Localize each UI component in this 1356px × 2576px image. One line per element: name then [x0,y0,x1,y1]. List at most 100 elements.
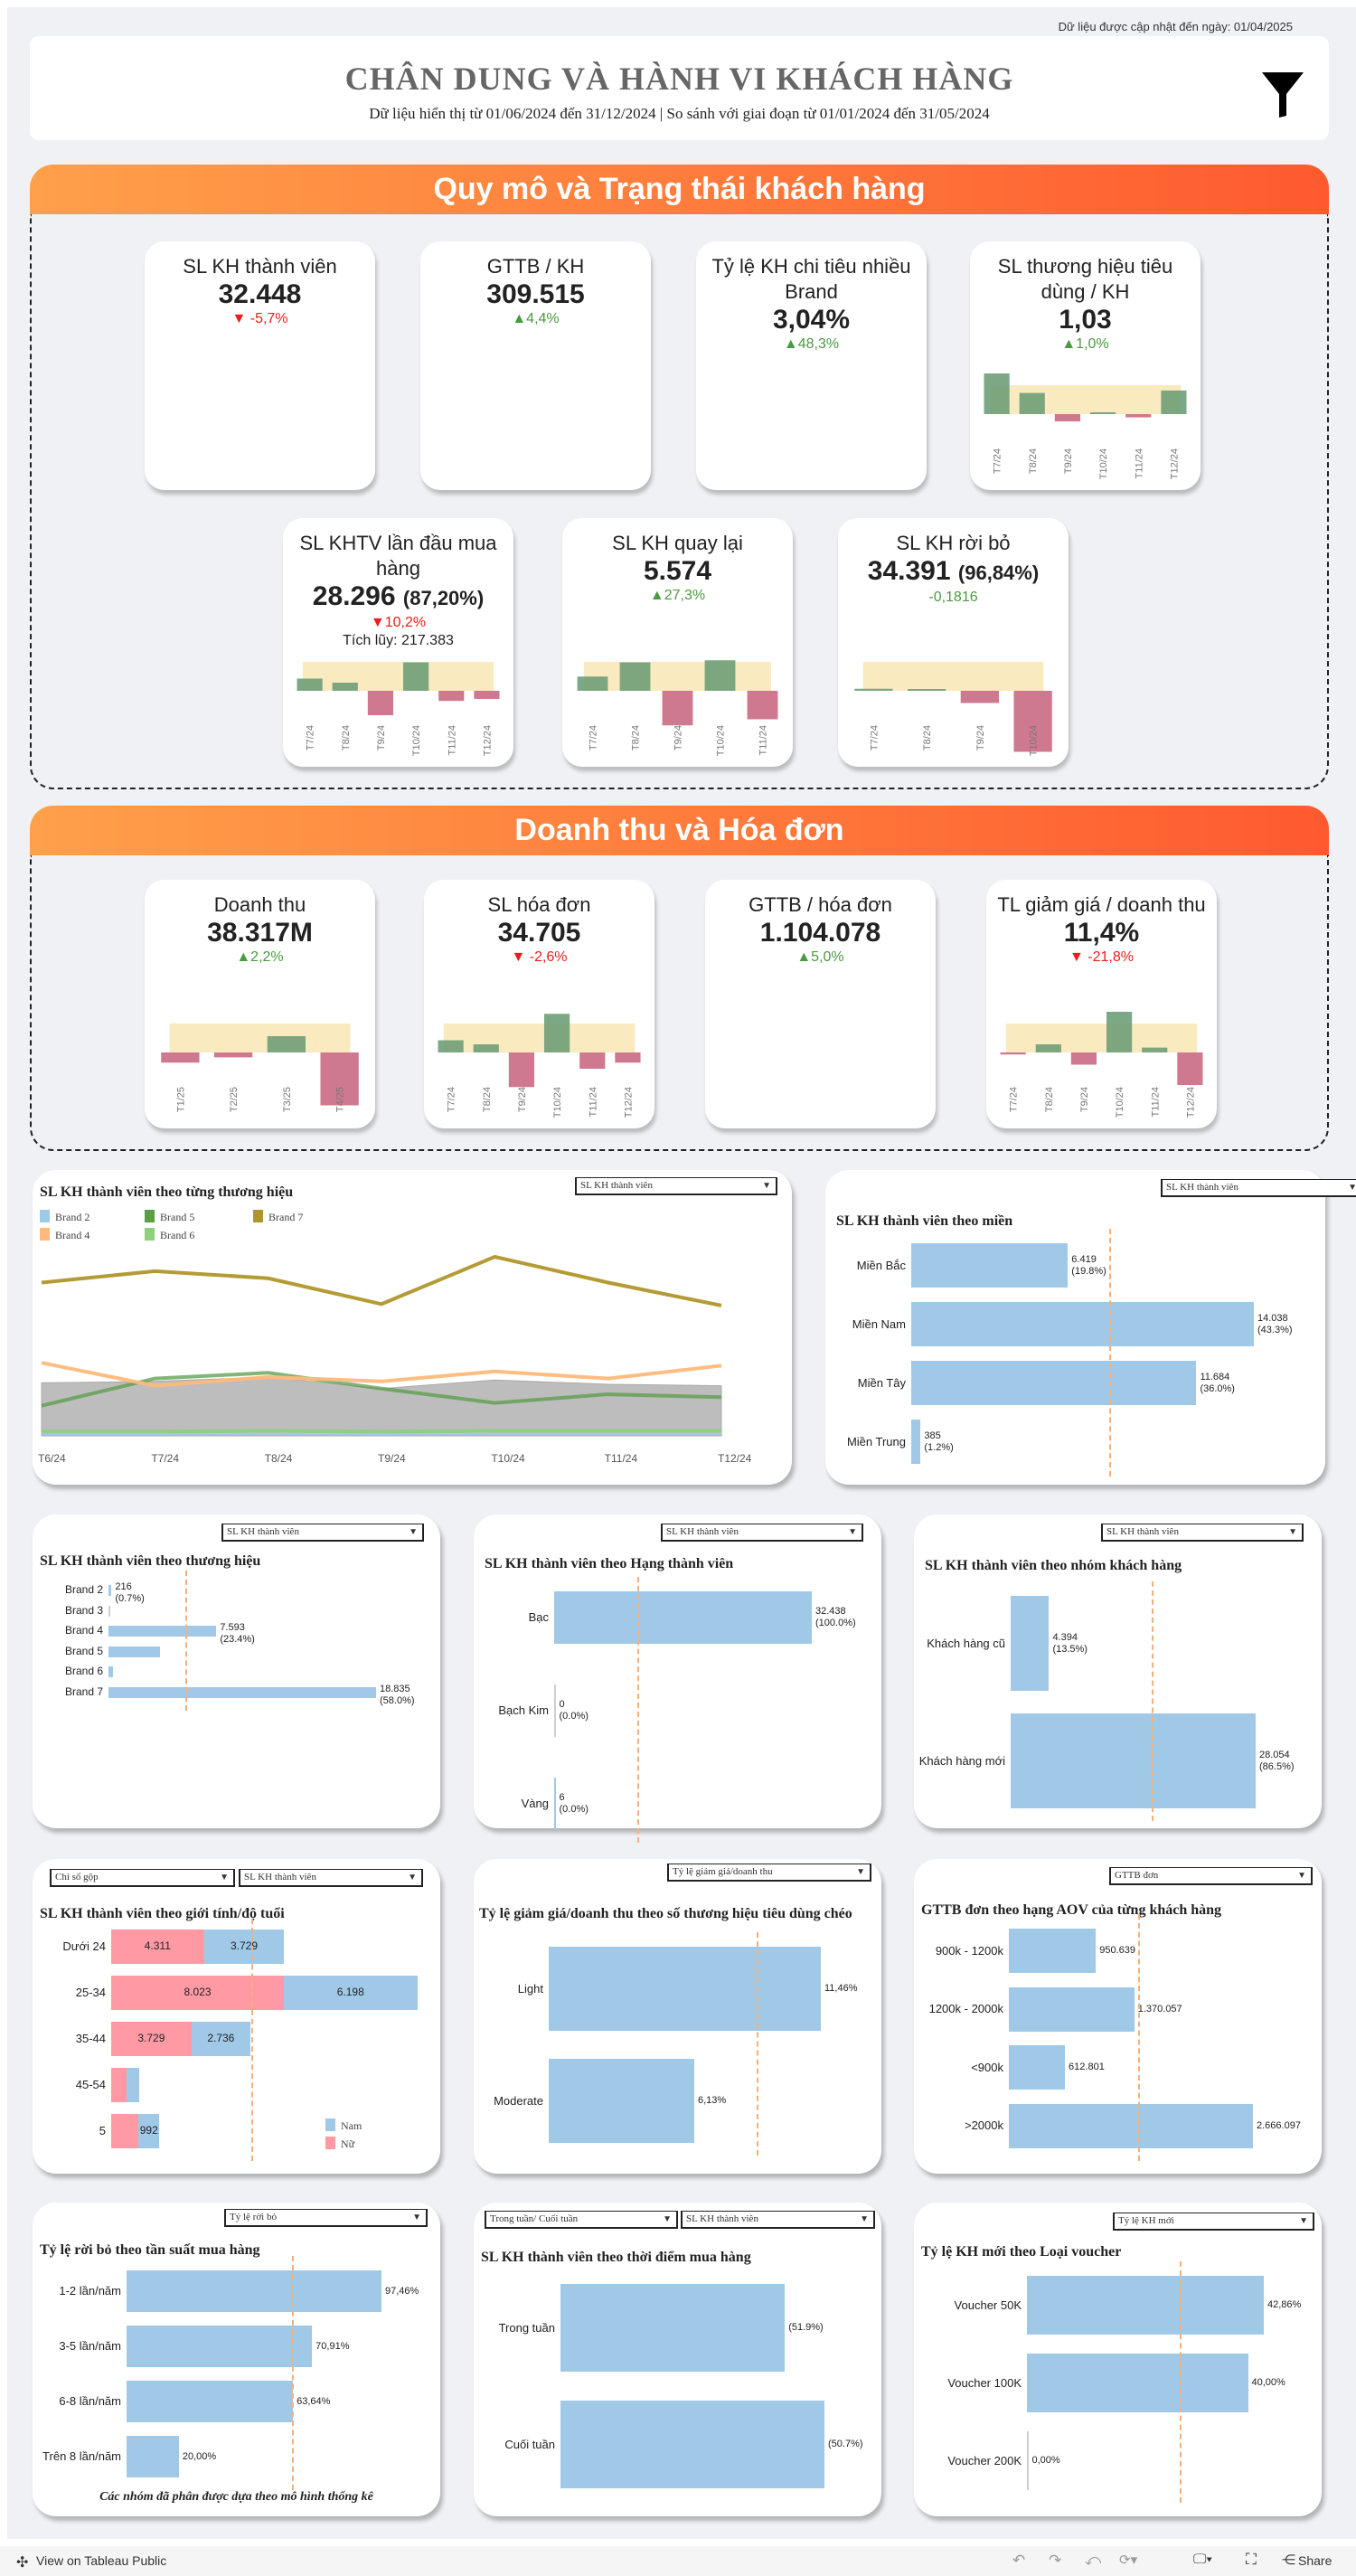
legend-item-brand-6[interactable]: Brand 6 [145,1228,194,1242]
measure-dropdown[interactable]: SL KH thành viên ▼ [681,2211,875,2229]
trend-axis-label: T9/24 [673,725,684,750]
trend-bar [1054,414,1081,422]
fullscreen-icon[interactable]: ⛶ [1246,2551,1257,2568]
measure-dropdown[interactable]: SL KH thành viên ▼ [1101,1524,1304,1542]
bar[interactable] [549,1947,821,2031]
legend-item-brand-4[interactable]: Brand 4 [40,1228,89,1242]
measure-dropdown[interactable]: SL KH thành viên ▼ [661,1524,863,1542]
bar-segment-Nữ[interactable] [111,2068,127,2102]
chart-title: SL KH thành viên theo miền [836,1213,1013,1229]
bar[interactable] [554,1684,556,1737]
trend-axis-label: T9/24 [975,725,986,750]
category-label: 35-44 [75,2032,106,2045]
value-label: 42,86% [1267,2299,1301,2311]
kpi-trend-chart: T7/24 T8/24 T9/24 T10/24 T11/24 T12/24 [438,1014,641,1118]
trend-axis-label: T7/24 [447,1087,457,1112]
section-box-customers [30,214,1329,789]
legend-item-Nữ[interactable]: Nữ [325,2137,354,2151]
bar[interactable] [911,1361,1197,1405]
trend-bar [438,1040,464,1052]
legend-label: Brand 5 [160,1211,195,1223]
measure-dropdown[interactable]: Trong tuần/ Cuối tuần ▼ [485,2211,678,2229]
bar[interactable] [127,2270,381,2312]
measure-dropdown[interactable]: Tỷ lệ KH mới ▼ [1113,2213,1314,2231]
trend-bar [854,688,893,691]
trend-bar [297,678,323,691]
bar-segment-Nam[interactable] [127,2068,140,2102]
bar[interactable] [560,2401,824,2488]
legend-item-Nam[interactable]: Nam [325,2118,362,2133]
bar[interactable] [127,2436,179,2477]
percent-text: (58.0%) [380,1695,415,1706]
bar-segment-Nam[interactable] [284,1976,418,2010]
bar[interactable] [1009,2045,1066,2090]
bar-segment-Nam[interactable] [191,2022,250,2056]
measure-dropdown[interactable]: SL KH thành viên ▼ [1161,1179,1356,1197]
device-layout-icon[interactable]: 🖵▾ [1193,2552,1212,2567]
bar[interactable] [911,1420,921,1464]
bar[interactable] [127,2381,294,2422]
bar-segment-Nam[interactable] [137,2114,160,2148]
measure-dropdown[interactable]: Tỷ lệ giảm giá/doanh thu ▼ [667,1864,871,1882]
measure-dropdown[interactable]: GTTB đơn ▼ [1109,1867,1313,1885]
trend-axis-label: T8/24 [341,725,352,750]
bar[interactable] [1027,2276,1264,2335]
bar[interactable] [1011,1596,1050,1691]
measure-dropdown[interactable]: Tỷ lệ rời bỏ ▼ [224,2209,428,2227]
bar[interactable] [108,1666,114,1678]
revert-icon[interactable]: ⤺ [1085,2552,1102,2569]
bar[interactable] [1009,1986,1135,2032]
bar[interactable] [554,1778,556,1830]
funnel-icon[interactable] [1262,72,1304,118]
trend-axis-label: T11/24 [1134,448,1144,478]
bar[interactable] [1027,2354,1248,2412]
share-icon[interactable]: ⋲ [1282,2552,1295,2568]
dropdown-value: Trong tuần/ Cuối tuần [490,2213,579,2224]
bar[interactable] [1011,1713,1256,1808]
trend-band [1005,1024,1198,1052]
dropdown-arrow-icon: ▼ [220,1873,229,1882]
bar[interactable] [911,1302,1254,1346]
kpi-delta: ▲5,0% [796,949,844,965]
bar[interactable] [549,2059,694,2143]
measure-dropdown[interactable]: Chỉ số gộp ▼ [50,1869,235,1887]
category-label: Voucher 200K [947,2453,1022,2467]
bar-segment-Nam[interactable] [203,1930,285,1964]
bar-segment-Nữ[interactable] [111,2114,138,2148]
category-label: Brand 7 [64,1685,103,1698]
legend-item-brand-7[interactable]: Brand 7 [253,1210,303,1224]
redo-icon[interactable]: ↷ [1049,2552,1062,2569]
bar[interactable] [108,1585,112,1596]
value-text: 612.801 [1069,2062,1105,2072]
bar-segment-Nữ[interactable] [111,1930,204,1964]
bar[interactable] [1009,1929,1097,1973]
measure-dropdown[interactable]: SL KH thành viên ▼ [239,1869,423,1887]
refresh-icon[interactable]: ⟳▾ [1119,2552,1138,2568]
measure-dropdown[interactable]: SL KH thành viên ▼ [575,1177,777,1195]
bar[interactable] [108,1646,160,1657]
undo-icon[interactable]: ↶ [1012,2552,1026,2569]
kpi-delta: ▼ -2,6% [511,949,568,965]
bar[interactable] [554,1591,812,1644]
bar[interactable] [560,2284,786,2372]
dropdown-value: SL KH thành viên [227,1526,299,1537]
bar[interactable] [1027,2431,1029,2490]
value-label: 14.038 (43.3%) [1257,1313,1293,1336]
kpi-title: SL KH rời bỏ [896,532,1011,554]
category-label: Brand 4 [64,1624,103,1637]
bar[interactable] [108,1605,110,1617]
share-button[interactable]: Share [1298,2553,1332,2568]
legend-item-brand-2[interactable]: Brand 2 [40,1210,89,1224]
measure-dropdown[interactable]: SL KH thành viên ▼ [221,1524,424,1542]
bar[interactable] [127,2326,313,2367]
bar-segment-Nữ[interactable] [111,2022,192,2056]
legend-item-brand-5[interactable]: Brand 5 [145,1210,194,1224]
bar[interactable] [108,1626,217,1637]
bar[interactable] [911,1243,1069,1288]
bar-segment-Nữ[interactable] [111,1976,284,2010]
bar[interactable] [1009,2103,1253,2148]
view-on-tableau-link[interactable]: View on Tableau Public [36,2553,167,2568]
category-label: 1-2 lần/năm [59,2284,121,2298]
bar[interactable] [108,1687,376,1698]
dropdown-value: Tỷ lệ giảm giá/doanh thu [673,1866,773,1877]
